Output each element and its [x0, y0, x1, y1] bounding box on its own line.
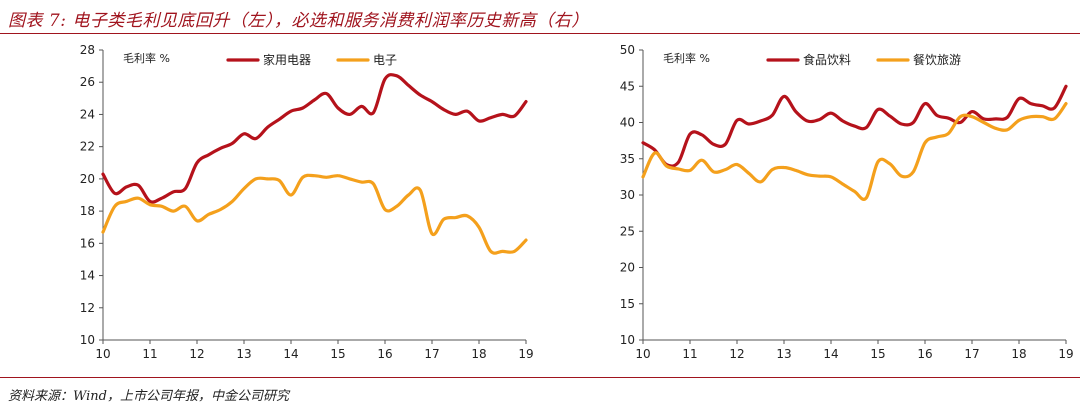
right-y-tick-label: 50: [620, 43, 635, 57]
left-x-tick-label: 14: [283, 347, 298, 361]
left-y-tick-label: 24: [80, 107, 95, 121]
left-x-tick-label: 12: [189, 347, 204, 361]
figure-title: 图表 7: 电子类毛利见底回升（左），必选和服务消费利润率历史新高（右）: [8, 11, 589, 31]
right-y-axis-label: 毛利率 %: [663, 51, 710, 65]
left-x-tick-label: 11: [142, 347, 157, 361]
source-note: 资料来源：Wind，上市公司年报，中金公司研究: [8, 389, 289, 404]
right-x-tick-label: 17: [964, 347, 979, 361]
left-x-tick-label: 13: [236, 347, 251, 361]
left-series-line-0: [101, 73, 528, 204]
right-y-tick-label: 35: [620, 152, 635, 166]
left-x-tick-label: 10: [95, 347, 110, 361]
left-y-tick-label: 18: [80, 204, 95, 218]
right-y-tick-label: 10: [620, 333, 635, 347]
right-series-line-1: [641, 102, 1068, 201]
left-legend-label-1: 电子: [373, 53, 397, 67]
left-y-tick-label: 28: [80, 43, 95, 57]
right-y-tick-label: 40: [620, 116, 635, 130]
right-x-tick-label: 11: [682, 347, 697, 361]
left-series-line-1: [101, 173, 528, 255]
top-divider: [0, 33, 1080, 34]
right-y-tick-label: 20: [620, 261, 635, 275]
bottom-divider: [0, 377, 1080, 378]
left-legend-label-0: 家用电器: [263, 52, 311, 67]
right-y-tick-label: 25: [620, 224, 635, 238]
left-y-tick-label: 22: [80, 140, 95, 154]
right-x-tick-label: 12: [729, 347, 744, 361]
left-y-tick-label: 20: [80, 172, 95, 186]
right-chart-food-beverage-catering-tourism: 10 15 20 25 30 35 40 45 50 10 11 12 13 14 15 16 17 18 19 毛利…: [620, 43, 1074, 361]
left-y-tick-label: 12: [80, 301, 95, 315]
right-x-tick-label: 15: [870, 347, 885, 361]
left-y-tick-label: 14: [80, 269, 95, 283]
left-x-tick-label: 19: [518, 347, 533, 361]
left-chart-home-appliances-electronics: 10 12 14 16 18 20 22 24 26 28 10 11 12 13 14 15 16 17 18 19…: [80, 43, 534, 361]
left-x-tick-label: 15: [330, 347, 345, 361]
right-x-tick-label: 14: [823, 347, 838, 361]
right-x-tick-label: 10: [635, 347, 650, 361]
left-x-tick-label: 17: [424, 347, 439, 361]
right-y-tick-label: 45: [620, 79, 635, 93]
left-y-tick-label: 16: [80, 236, 95, 250]
right-x-tick-label: 18: [1011, 347, 1026, 361]
left-y-tick-label: 26: [80, 75, 95, 89]
right-legend-label-1: 餐饮旅游: [913, 52, 961, 67]
right-legend-label-0: 食品饮料: [803, 52, 851, 67]
left-x-tick-label: 16: [377, 347, 392, 361]
right-series-line-0: [641, 84, 1068, 168]
left-y-axis-label: 毛利率 %: [123, 51, 170, 65]
right-x-tick-label: 16: [917, 347, 932, 361]
right-y-tick-label: 15: [620, 297, 635, 311]
right-x-tick-label: 19: [1058, 347, 1073, 361]
left-y-tick-label: 10: [80, 333, 95, 347]
left-x-tick-label: 18: [471, 347, 486, 361]
right-x-tick-label: 13: [776, 347, 791, 361]
right-y-tick-label: 30: [620, 188, 635, 202]
